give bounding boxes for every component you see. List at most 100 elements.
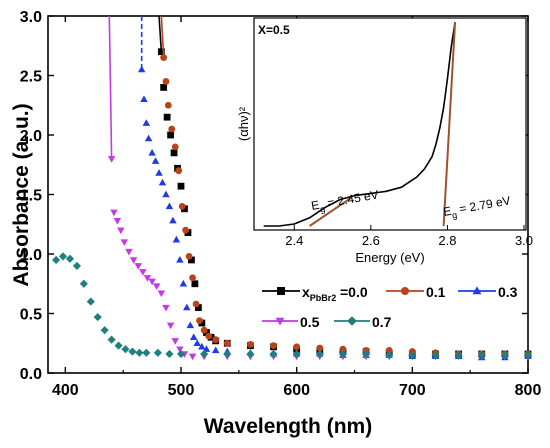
data-point: [120, 239, 129, 247]
series-edge-line: [108, 15, 113, 159]
data-point: [144, 134, 153, 142]
data-point: [247, 341, 254, 348]
data-point: [202, 345, 211, 352]
data-point: [165, 202, 174, 210]
data-point: [152, 283, 161, 291]
data-point: [316, 344, 324, 352]
y-tick-label: 2.5: [20, 69, 42, 86]
data-point: [79, 279, 88, 288]
inset-label: X=0.5: [258, 23, 290, 37]
x-axis-ticks: 400 500 600 700 800: [52, 16, 541, 399]
data-point: [157, 290, 166, 298]
inset-x-tick-label: 2.4: [285, 233, 303, 248]
data-point: [157, 48, 165, 56]
inset-y-title: (αhν)²: [236, 106, 251, 141]
series-edge-line: [158, 15, 163, 52]
data-point: [292, 349, 301, 359]
data-point: [110, 209, 118, 217]
data-point: [171, 338, 179, 345]
data-point: [269, 349, 278, 359]
data-point: [176, 346, 184, 354]
legend-label-0-0: =0.0: [340, 284, 368, 300]
data-point: [200, 349, 209, 359]
y-tick-label: 0.5: [20, 307, 42, 324]
data-point: [176, 349, 186, 359]
legend-marker: [472, 286, 482, 295]
data-point: [151, 157, 160, 164]
data-point: [193, 339, 201, 346]
legend-markers: [262, 286, 496, 326]
data-point: [72, 261, 81, 270]
data-point: [191, 280, 199, 288]
data-point: [454, 351, 463, 360]
data-point: [162, 78, 170, 85]
data-point: [186, 321, 195, 329]
data-point: [162, 190, 170, 198]
data-point: [168, 125, 176, 133]
data-point: [142, 348, 151, 357]
data-point: [140, 95, 148, 103]
data-point: [182, 226, 190, 234]
legend-label-0-5: 0.5: [300, 314, 320, 330]
data-point: [107, 335, 116, 344]
y-axis-title: Absorbance (a. u.): [10, 103, 33, 286]
y-tick-label: 1.0: [20, 247, 42, 264]
data-point: [121, 345, 130, 354]
legend-label-0-1: 0.1: [426, 284, 446, 300]
data-point: [212, 336, 220, 344]
data-point: [142, 119, 151, 126]
data-point: [153, 348, 162, 357]
inset-lines: [263, 21, 457, 227]
series-layer: [52, 15, 533, 361]
data-point: [178, 203, 186, 210]
data-point: [107, 156, 116, 163]
data-point: [114, 341, 123, 350]
data-point: [100, 326, 109, 335]
data-point: [188, 256, 195, 264]
data-point: [169, 216, 177, 224]
data-point: [58, 252, 68, 261]
data-point: [189, 333, 198, 341]
x-tick-label: 800: [515, 382, 542, 399]
data-point: [172, 235, 181, 243]
legend-prefix-main: x: [302, 284, 310, 300]
series-07: [52, 252, 533, 360]
data-point: [171, 143, 179, 151]
data-point: [165, 349, 174, 359]
data-point: [170, 149, 178, 157]
data-point: [139, 269, 147, 276]
data-point: [93, 312, 102, 322]
data-point: [200, 326, 208, 334]
inset-fit-line: [309, 196, 353, 227]
inset-background: [253, 17, 527, 231]
data-point: [194, 304, 202, 311]
data-point: [117, 227, 125, 235]
data-point: [158, 178, 167, 186]
annotation-sub: g: [319, 204, 326, 215]
x-axis-title: Wavelength (nm): [204, 415, 372, 438]
annotation-sub: g: [451, 210, 458, 221]
data-point: [137, 65, 146, 73]
data-point: [500, 351, 509, 360]
data-point: [246, 349, 255, 359]
data-point: [177, 182, 185, 190]
data-point: [196, 317, 203, 325]
data-point: [135, 348, 144, 357]
data-point: [385, 346, 393, 354]
legend-label-0-7: 0.7: [372, 314, 392, 330]
data-point: [223, 339, 231, 347]
data-point: [205, 332, 213, 340]
inset-x-ticks: 2.4 2.6 2.8 3.0: [285, 225, 533, 248]
legend-marker: [401, 287, 409, 295]
legend-label-0-3: 0.3: [498, 284, 518, 300]
data-point: [477, 351, 486, 360]
data-point: [160, 84, 168, 91]
data-point: [431, 351, 440, 360]
data-point: [86, 297, 95, 306]
legend-marker: [347, 316, 357, 326]
y-tick-label: 2.0: [20, 128, 42, 145]
inset-x-tick-label: 2.8: [438, 233, 456, 248]
data-point: [361, 349, 371, 359]
data-point: [113, 217, 122, 225]
